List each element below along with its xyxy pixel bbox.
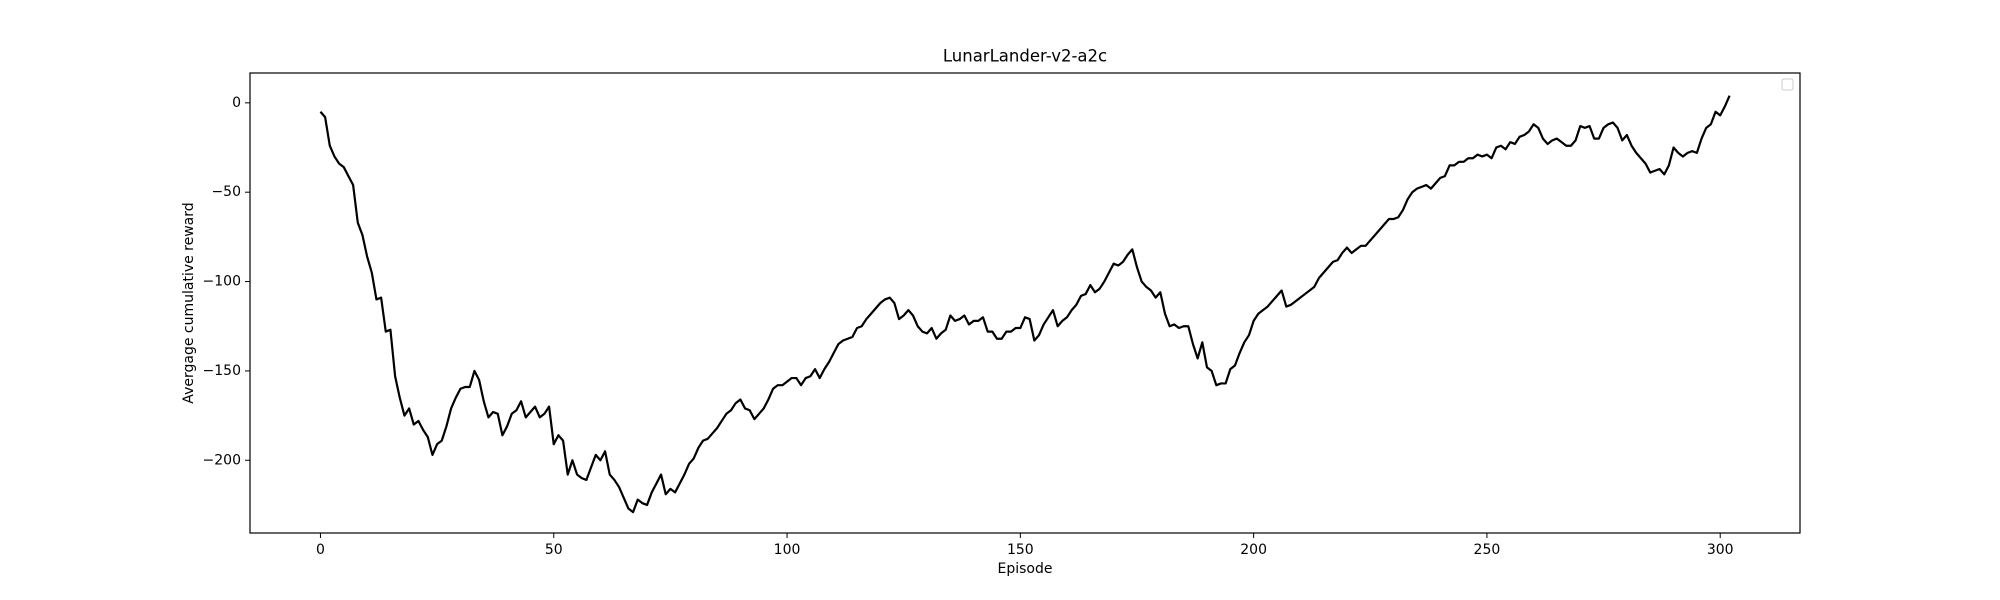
legend-box [1781,78,1794,91]
y-tick-label: −50 [211,184,241,200]
x-axis-label: Episode [998,561,1053,577]
x-tick-label: 300 [1707,542,1734,558]
y-axis-label: Avergage cumulative reward [181,202,197,403]
x-tick-label: 150 [1007,542,1034,558]
x-tick-label: 100 [774,542,801,558]
y-tick-label: −100 [203,274,241,290]
y-tick-label: −150 [203,363,241,379]
y-tick-label: −200 [203,452,241,468]
axes-frame [249,72,1801,534]
y-tick-label: 0 [232,95,241,111]
x-tick-label: 0 [316,542,325,558]
x-tick-label: 200 [1240,542,1267,558]
data-line [319,95,1731,514]
x-tick-label: 250 [1474,542,1501,558]
chart-title: LunarLander-v2-a2c [943,47,1107,66]
x-tick-label: 50 [545,542,563,558]
